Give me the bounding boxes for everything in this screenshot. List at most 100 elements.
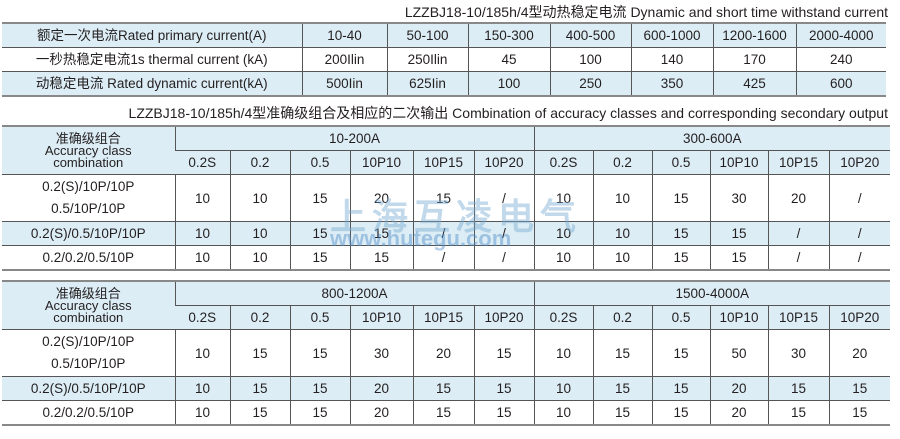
cell: 15: [651, 245, 711, 271]
cell: 10: [174, 245, 230, 271]
cell: 15: [592, 376, 653, 401]
cell: 15: [709, 221, 769, 246]
cell: 1200-1600: [712, 22, 796, 48]
table-row: 0.2(S)/0.5/10P/10P 10 10 15 15//10 10 15 15//: [2, 221, 891, 246]
row-label: 0.2(S)/10P/10P: [42, 179, 135, 194]
cell: 0.2(S)/0.5/10P/10P: [2, 221, 175, 246]
cell: 625Iin: [386, 71, 468, 97]
cell: 0.2/0.2/0.5/10P: [2, 245, 175, 271]
cell: /: [473, 245, 535, 271]
cell: 15: [289, 400, 350, 426]
cell: 15: [349, 221, 413, 246]
cell: 10P10: [709, 305, 769, 330]
cell: 0.2S: [175, 305, 230, 330]
cell: 50-100: [386, 22, 468, 48]
cell: 140: [630, 47, 713, 72]
cell: /: [412, 245, 474, 271]
cell: 10P15: [767, 305, 830, 330]
cell: 250: [549, 71, 631, 97]
corner-en: combination: [53, 154, 124, 170]
cell: 10: [174, 376, 230, 401]
cell: 15: [651, 221, 711, 246]
cell: 15: [229, 329, 290, 377]
cell: 20: [349, 376, 413, 401]
cell: 10-40: [301, 22, 387, 48]
cell: 15: [828, 376, 891, 401]
accuracy-table-1: 准确级组合 Accuracy class combination 10-200A 300…: [2, 125, 891, 271]
cell: 0.5: [651, 305, 711, 330]
cell: 100: [467, 71, 550, 97]
cell: 10P20: [828, 305, 891, 330]
cell: 10: [229, 245, 290, 271]
cell: 15: [592, 329, 653, 377]
cell: 45: [467, 47, 550, 72]
cell: 0.2: [592, 305, 653, 330]
cell: 15: [651, 376, 711, 401]
row-label: 0.2(S)/10P/10P: [42, 334, 135, 349]
cell: 15: [473, 400, 535, 426]
cell: 0.2S: [533, 150, 594, 175]
cell: 170: [712, 47, 796, 72]
cell: 100: [549, 47, 631, 72]
cell: /: [412, 221, 474, 246]
cell: 15: [473, 376, 535, 401]
cell: 15: [289, 221, 350, 246]
cell: 20: [709, 400, 769, 426]
cell: 15: [412, 400, 474, 426]
table-row: 0.2/0.2/0.5/10P 10 15 15 20 15 15 10 15 15 20 15 15: [2, 400, 891, 426]
cell: 15: [289, 245, 350, 271]
cell: 20: [709, 376, 769, 401]
cell: 0.2: [229, 150, 290, 175]
cell: 动稳定电流 Rated dynamic current(kA): [2, 71, 302, 97]
cell: 0.5: [651, 150, 711, 175]
cell: 15: [828, 400, 891, 426]
row-label: 0.5/10P/10P: [51, 356, 126, 371]
table-row: 0.2(S)/10P/10P 0.5/10P/10P 10 10 15 20 15/10 10…: [2, 174, 891, 222]
cell: 500Iin: [301, 71, 387, 97]
table-row: 动稳定电流 Rated dynamic current(kA) 500Iin 625…: [2, 71, 886, 97]
cell: 10: [174, 174, 230, 222]
cell: 15: [412, 174, 474, 222]
cell: 10: [229, 221, 290, 246]
header-row: 准确级组合 Accuracy class combination 10-200A 300…: [2, 125, 891, 175]
cell: 15: [349, 245, 413, 271]
cell: 0.2S: [175, 150, 230, 175]
table-row: 一秒热稳定电流1s thermal current (kA) 200Ilin 250…: [2, 47, 886, 72]
cell: 20: [767, 174, 830, 222]
corner-en: Accuracy class: [44, 142, 132, 158]
cell: 400-500: [549, 22, 631, 48]
cell: /: [828, 221, 891, 246]
cell: 10: [174, 329, 230, 377]
table-row: 0.2/0.2/0.5/10P 10 10 15 15//10 10 15 15//: [2, 245, 891, 271]
row-label: 0.5/10P/10P: [51, 201, 126, 216]
corner-en: combination: [53, 309, 124, 325]
cell: 15: [651, 329, 711, 377]
cell: 10P10: [349, 305, 413, 330]
cell: 0.2: [592, 150, 653, 175]
table1-caption: LZZBJ18-10/185h/4型动热稳定电流 Dynamic and sho…: [404, 4, 888, 20]
cell: 10: [174, 400, 230, 426]
table2-caption: LZZBJ18-10/185h/4型准确级组合及相应的二次输出 Combinat…: [128, 105, 888, 121]
cell: 15: [229, 400, 290, 426]
cell: 10: [533, 221, 594, 246]
table-row: 0.2(S)/0.5/10P/10P 10 15 15 20 15 15 10 15 15 20 15…: [2, 376, 891, 401]
cell: 250Ilin: [386, 47, 468, 72]
cell: 0.5: [289, 305, 350, 330]
corner-cn: 准确级组合: [55, 130, 121, 146]
cell: 15: [412, 376, 474, 401]
cell: 一秒热稳定电流1s thermal current (kA): [2, 47, 302, 72]
cell: 10: [533, 329, 594, 377]
cell: 10: [592, 221, 653, 246]
cell: 10P10: [349, 150, 413, 175]
cell: 10: [174, 221, 230, 246]
cell: 200Ilin: [301, 47, 387, 72]
cell: 20: [349, 174, 413, 222]
cell: 10P15: [412, 305, 474, 330]
header-row: 准确级组合 Accuracy class combination 800-1200A 1…: [2, 280, 891, 330]
class-row: 0.2S 0.2 0.5 10P10 10P15 10P20 0.2S 0.2 0.5 10P10…: [2, 305, 891, 330]
cell: 10P15: [412, 150, 474, 175]
cell: 10: [533, 174, 594, 222]
cell: 15: [592, 400, 653, 426]
cell: 0.2(S)/0.5/10P/10P: [2, 376, 175, 401]
cell: /: [828, 245, 891, 271]
